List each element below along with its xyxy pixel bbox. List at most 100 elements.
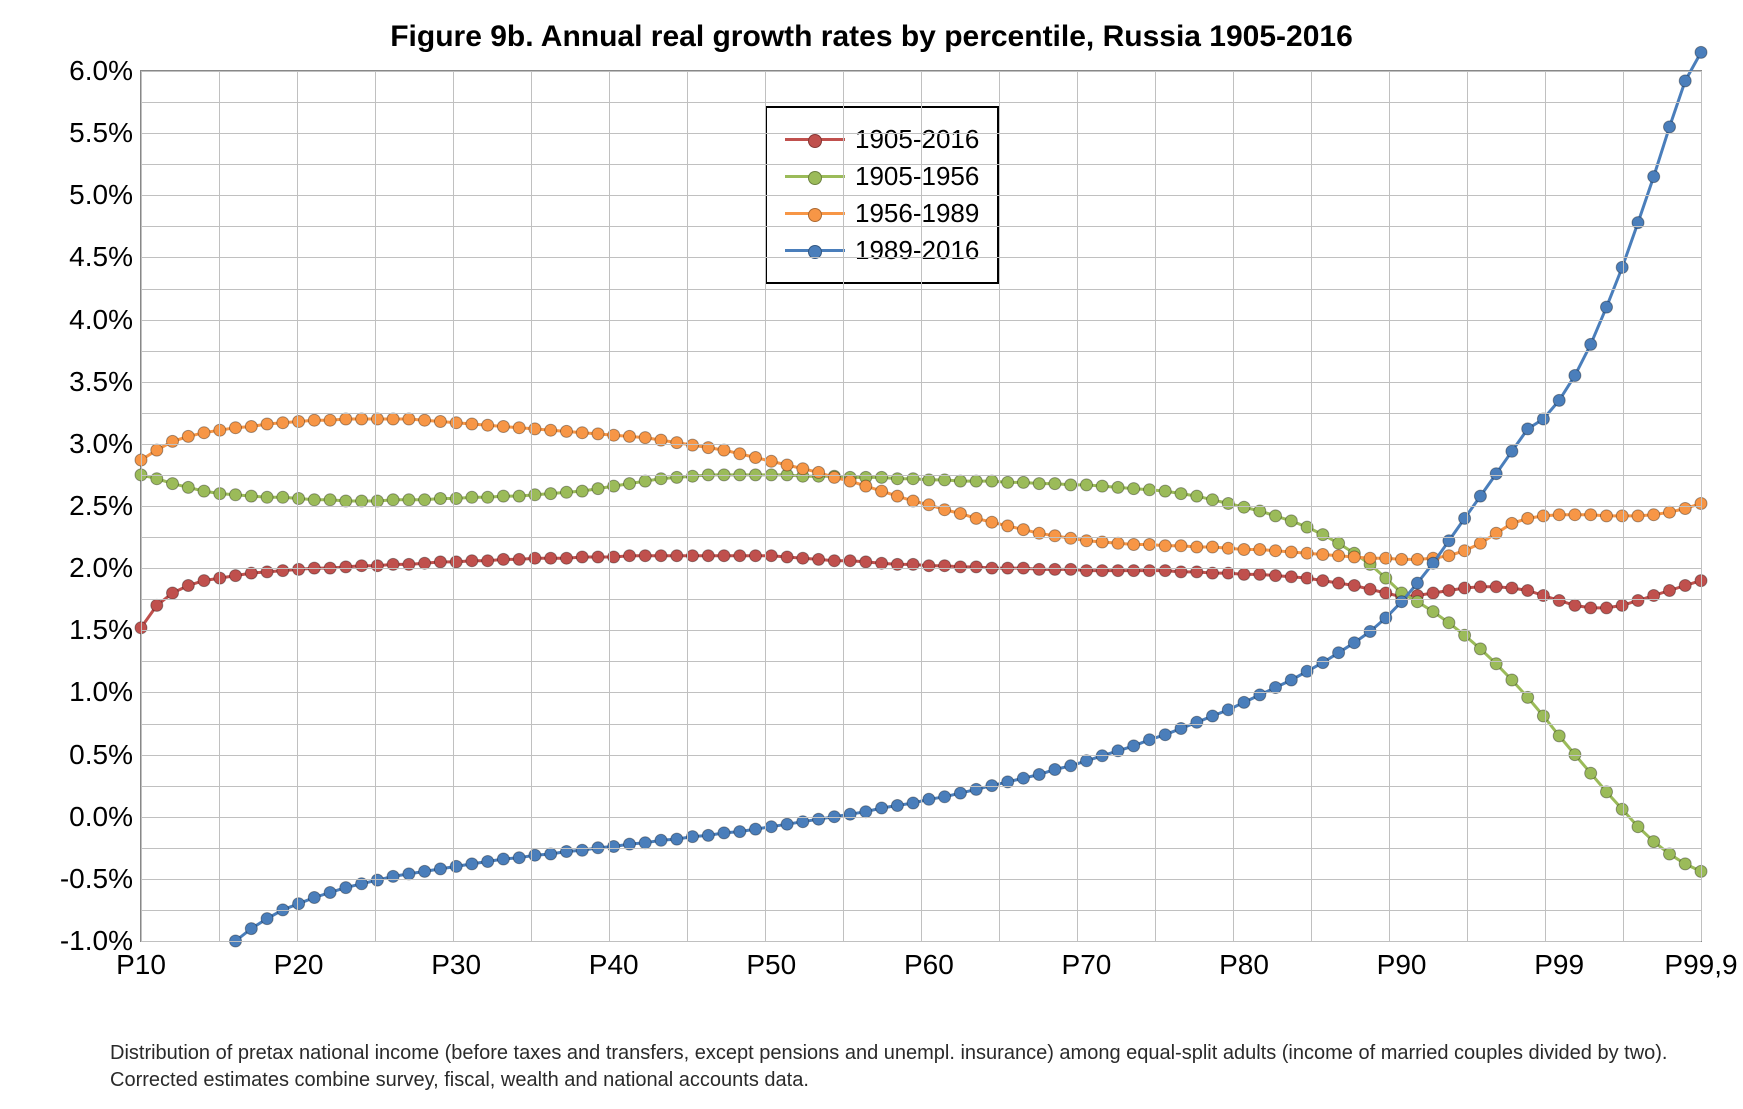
series-marker [1664,121,1676,133]
grid-line-vertical [1623,71,1624,941]
series-marker [1128,565,1140,577]
series-marker [1096,480,1108,492]
series-marker [261,491,273,503]
series-marker [1411,577,1423,589]
series-marker [1490,581,1502,593]
legend-label: 1989-2016 [855,235,979,266]
series-marker [624,430,636,442]
series-marker [1254,544,1266,556]
series-marker [1569,509,1581,521]
series-marker [750,550,762,562]
series-marker [1207,541,1219,553]
series-marker [277,417,289,429]
legend-item: 1905-2016 [785,124,979,155]
series-marker [1096,750,1108,762]
series-marker [1159,485,1171,497]
x-tick-label: P60 [904,941,954,981]
series-marker [907,797,919,809]
series-marker [482,555,494,567]
series-marker [1553,730,1565,742]
series-marker [1459,512,1471,524]
series-marker [371,413,383,425]
legend-swatch [785,138,845,141]
series-marker [1474,490,1486,502]
series-marker [781,459,793,471]
grid-line-vertical [609,71,610,941]
grid-line-vertical [219,71,220,941]
x-tick-label: P10 [116,941,166,981]
series-marker [561,552,573,564]
series-marker [639,475,651,487]
series-marker [1459,582,1471,594]
series-marker [1270,545,1282,557]
series-marker [1333,550,1345,562]
series-marker [450,417,462,429]
series-marker [198,575,210,587]
series-marker [639,432,651,444]
series-marker [813,466,825,478]
series-marker [1522,423,1534,435]
series-marker [1585,767,1597,779]
series-marker [1285,571,1297,583]
series-marker [1254,689,1266,701]
series-marker [545,488,557,500]
series-marker [1585,338,1597,350]
series-marker [860,480,872,492]
series-marker [718,827,730,839]
series-marker [734,826,746,838]
series-marker [1553,394,1565,406]
series-marker [356,413,368,425]
series-marker [277,565,289,577]
y-tick-label: 6.0% [69,55,141,87]
series-marker [1144,734,1156,746]
series-marker [545,424,557,436]
series-marker [561,486,573,498]
y-tick-label: 2.5% [69,490,141,522]
series-marker [576,551,588,563]
series-marker [151,444,163,456]
series-marker [1317,529,1329,541]
series-marker [750,823,762,835]
series-marker [167,587,179,599]
series-marker [293,898,305,910]
series-marker [1601,301,1613,313]
series-marker [1238,501,1250,513]
series-marker [1191,490,1203,502]
series-marker [1427,606,1439,618]
series-marker [1238,544,1250,556]
series-marker [970,475,982,487]
series-marker [1049,563,1061,575]
series-marker [576,427,588,439]
series-marker [1207,710,1219,722]
series-marker [734,550,746,562]
series-marker [639,550,651,562]
series-marker [702,829,714,841]
series-marker [939,560,951,572]
series-marker [513,852,525,864]
series-marker [1632,821,1644,833]
series-marker [1081,479,1093,491]
series-marker [923,793,935,805]
series-marker [261,913,273,925]
series-marker [1128,539,1140,551]
series-marker [1569,599,1581,611]
series-marker [954,787,966,799]
series-marker [923,560,935,572]
series-marker [844,808,856,820]
series-marker [1648,509,1660,521]
series-marker [151,599,163,611]
series-marker [687,831,699,843]
y-tick-label: 4.0% [69,304,141,336]
legend-label: 1956-1989 [855,198,979,229]
series-marker [970,561,982,573]
series-marker [592,428,604,440]
series-marker [482,856,494,868]
series-marker [403,413,415,425]
series-marker [1364,552,1376,564]
series-marker [671,471,683,483]
series-marker [970,512,982,524]
series-marker [1474,643,1486,655]
series-marker [1049,530,1061,542]
series-marker [1144,565,1156,577]
series-marker [1317,657,1329,669]
